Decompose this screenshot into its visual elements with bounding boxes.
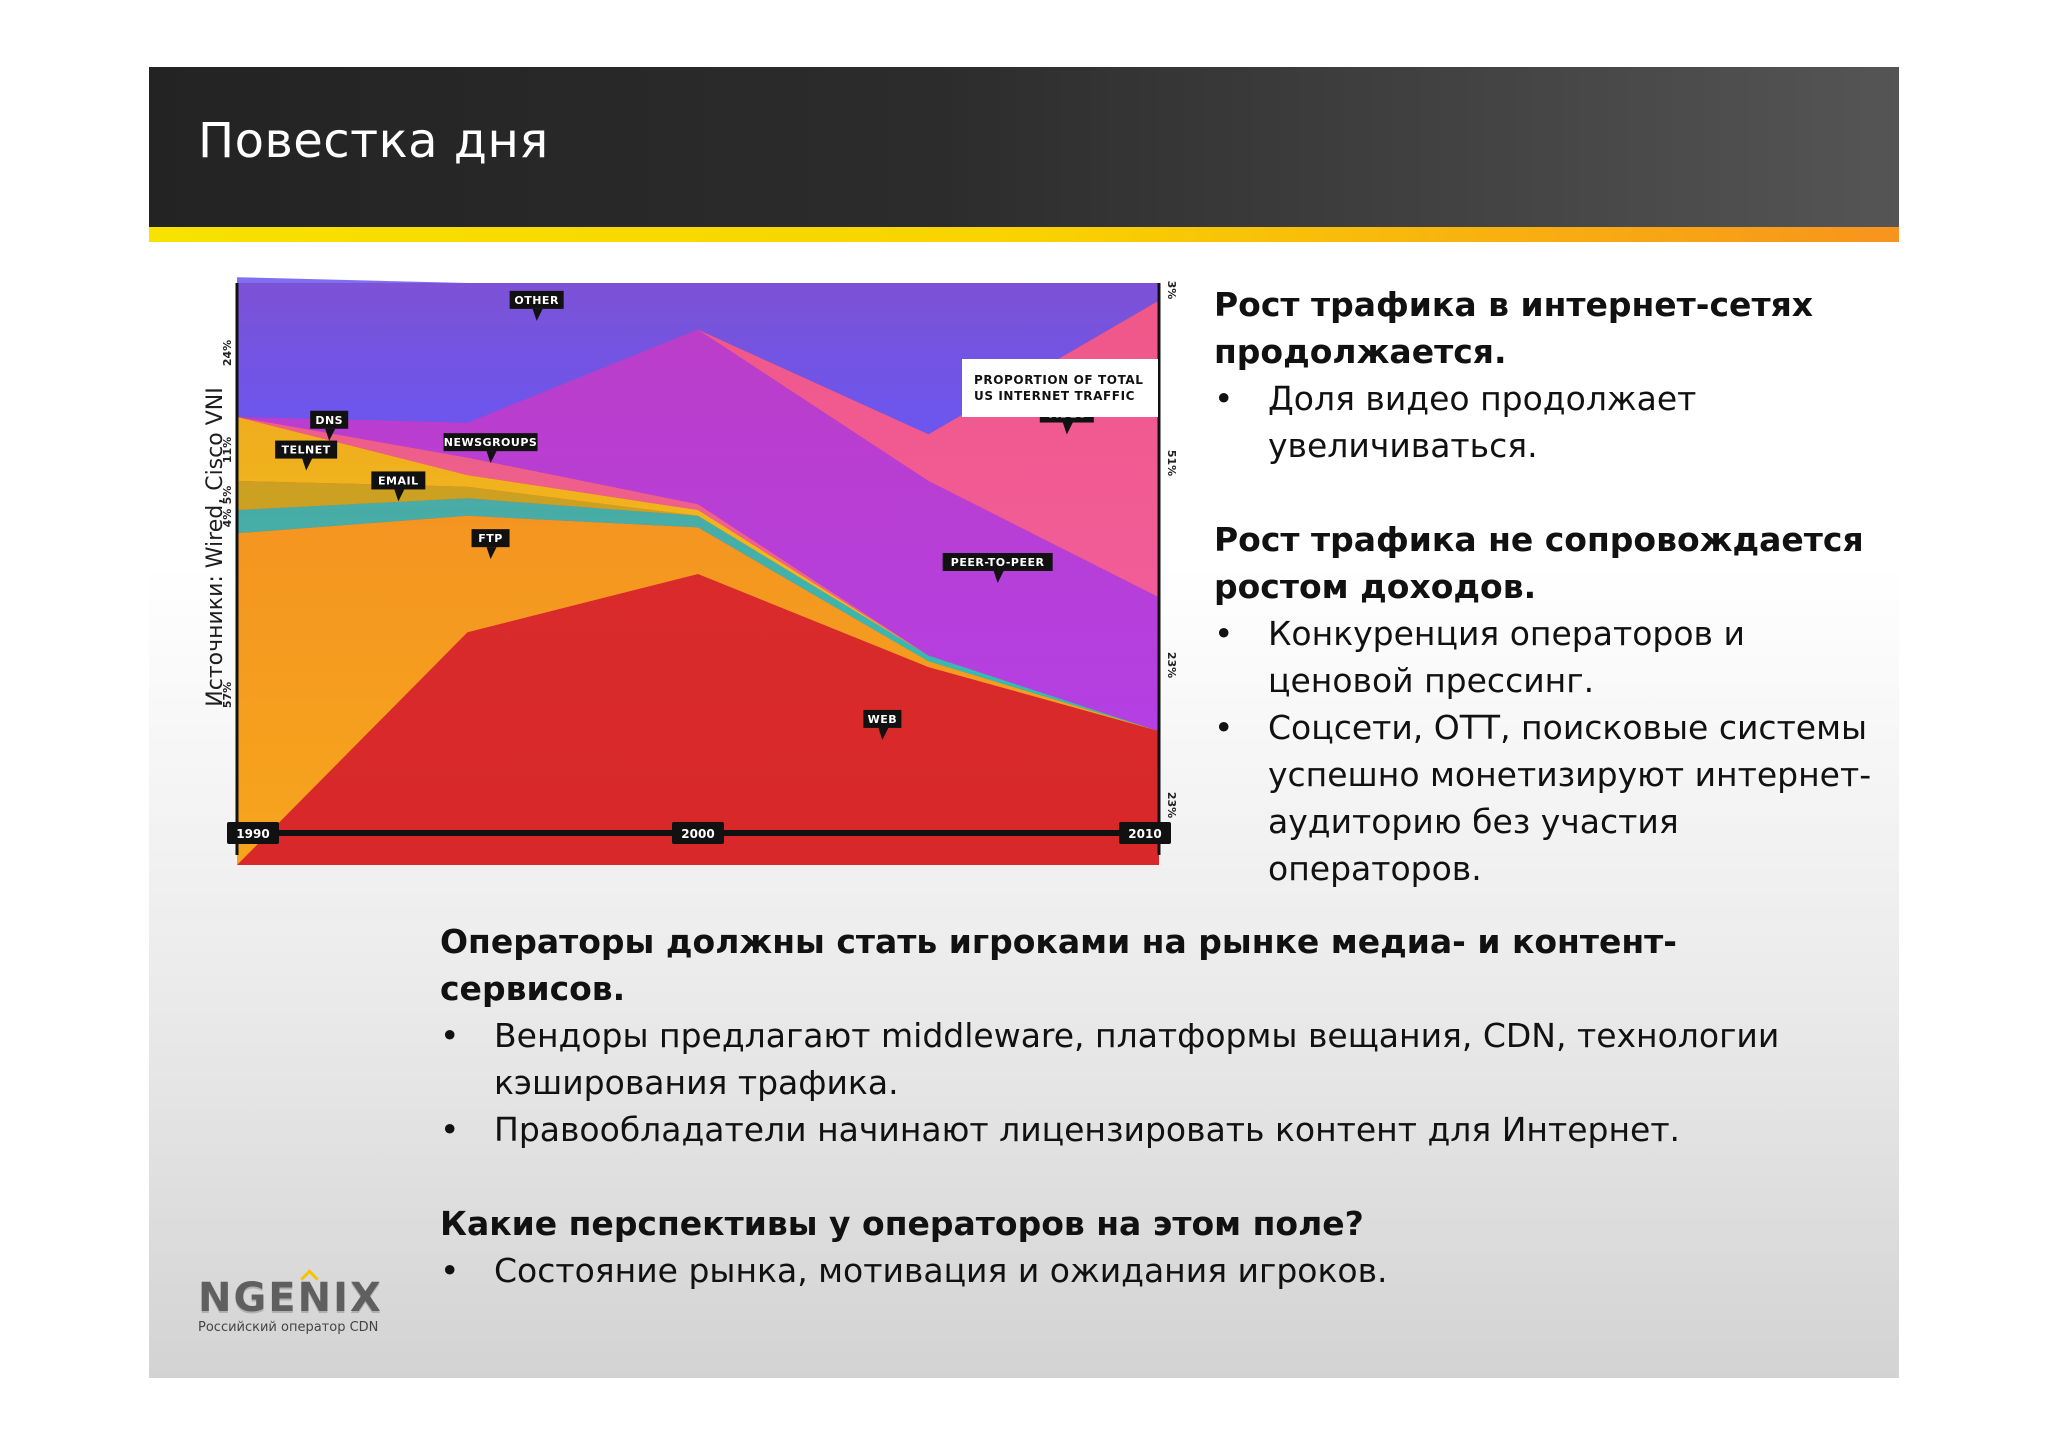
left-percent-label: 24% (222, 340, 234, 366)
x-tick-tag (1119, 822, 1171, 844)
callout-pointer (878, 727, 889, 740)
bottom-bullet-2-1: • Состояние рынка, мотивация и ожидания … (440, 1247, 1840, 1294)
callout-web (863, 709, 902, 728)
bullet-dot: • (1214, 614, 1234, 653)
chart-title-line: PROPORTION OF TOTAL (974, 373, 1144, 387)
x-tick-tag (672, 822, 724, 844)
right-bullet-text: Соцсети, ОТТ, поисковые системы успешно … (1268, 708, 1872, 888)
right-heading-1: Рост трафика в интернет-сетях продолжает… (1214, 285, 1814, 371)
callout-label: EMAIL (378, 474, 419, 487)
bullet-dot: • (440, 1110, 460, 1149)
x-tick-label: 2000 (681, 827, 714, 841)
callout-label: WEB (868, 713, 898, 726)
bottom-bullet-1-2: • Правообладатели начинают лицензировать… (440, 1106, 1840, 1153)
area-other (237, 277, 1159, 435)
callout-label: OTHER (514, 294, 559, 307)
x-tick-label: 1990 (236, 827, 269, 841)
title-bar: Повестка дня (149, 67, 1899, 227)
bullet-dot: • (440, 1016, 460, 1055)
callout-pointer (993, 570, 1004, 583)
callout-dns (310, 410, 349, 429)
bottom-block: Операторы должны стать игроками на рынке… (440, 918, 1840, 1294)
bullet-dot: • (1214, 708, 1234, 747)
right-percent-label: 3% (1165, 281, 1178, 300)
right-percent-label: 23% (1165, 652, 1178, 678)
logo-tagline: Российский оператор CDN (198, 1320, 379, 1335)
bottom-heading-1: Операторы должны стать игроками на рынке… (440, 922, 1677, 1008)
callout-pointer (1062, 422, 1073, 435)
area-ftp (237, 515, 1159, 865)
right-heading-2: Рост трафика не сопровождается ростом до… (1214, 520, 1864, 606)
left-percent-label: 57% (222, 682, 234, 708)
chart-title-line: US INTERNET TRAFFIC (974, 389, 1135, 403)
callout-ftp (471, 529, 510, 548)
left-percent-label: 11% (222, 437, 234, 463)
bottom-bullet-text: Состояние рынка, мотивация и ожидания иг… (494, 1251, 1388, 1290)
callout-pointer (394, 489, 405, 502)
bottom-bullet-1-1: • Вендоры предлагают middleware, платфор… (440, 1012, 1840, 1106)
slide: Повестка дня Источники: Wired, Cisco VNI… (149, 67, 1899, 1378)
area-email (237, 498, 1159, 732)
area-video (237, 300, 1159, 598)
area-peer-to-peer (237, 329, 1159, 732)
callout-other (509, 290, 564, 309)
bottom-bullet-text: Правообладатели начинают лицензировать к… (494, 1110, 1681, 1149)
area-web (237, 574, 1159, 865)
bottom-heading-2: Какие перспективы у операторов на этом п… (440, 1204, 1364, 1243)
x-tick-label: 2010 (1128, 827, 1161, 841)
logo-wordmark: NGENIX (198, 1275, 383, 1321)
callout-label: FTP (478, 532, 503, 545)
right-bullet-text: Доля видео продолжает увеличиваться. (1268, 379, 1697, 465)
callout-label: TELNET (282, 444, 331, 457)
callout-label: DNS (315, 414, 343, 427)
left-percent-label: 5% (222, 486, 234, 505)
right-percent-label: 23% (1165, 792, 1178, 818)
accent-stripe (149, 227, 1899, 242)
callout-label: NEWSGROUPS (444, 436, 538, 449)
chart-title-box (962, 359, 1158, 417)
right-bullet-text: Конкуренция операторов и ценовой прессин… (1268, 614, 1745, 700)
bullet-dot: • (1214, 379, 1234, 418)
bullet-dot: • (440, 1251, 460, 1290)
traffic-chart: 57% 4% 5% 11% 24% 23% 23% 51% 3% 1990 2000 2010 WEB F… (222, 275, 1178, 865)
right-bullet-1-1: • Доля видео продолжает увеличиваться. (1214, 375, 1874, 469)
callout-telnet (275, 440, 338, 459)
right-bullet-2-1: • Конкуренция операторов и ценовой пресс… (1214, 610, 1874, 704)
callout-peer-to-peer (942, 552, 1053, 571)
x-tick-tag (227, 822, 279, 844)
callout-pointer (486, 547, 497, 560)
right-bullet-2-2: • Соцсети, ОТТ, поисковые системы успешн… (1214, 704, 1874, 892)
callout-pointer (532, 308, 543, 321)
bottom-bullet-text: Вендоры предлагают middleware, платформы… (494, 1016, 1780, 1102)
right-column: Рост трафика в интернет-сетях продолжает… (1214, 281, 1874, 892)
left-percent-label: 4% (222, 509, 234, 528)
callout-pointer (302, 458, 313, 471)
ngenix-logo: NGENIX Российский оператор CDN (198, 1269, 383, 1335)
callout-newsgroups (443, 433, 538, 452)
callout-email (371, 471, 426, 490)
callout-pointer (325, 428, 336, 441)
traffic-chart-svg: 57% 4% 5% 11% 24% 23% 23% 51% 3% 1990 2000 2010 WEB F… (222, 277, 1178, 865)
page-title: Повестка дня (198, 113, 549, 169)
callout-label: PEER-TO-PEER (951, 556, 1045, 569)
right-percent-label: 51% (1165, 450, 1178, 476)
callout-pointer (486, 451, 497, 464)
